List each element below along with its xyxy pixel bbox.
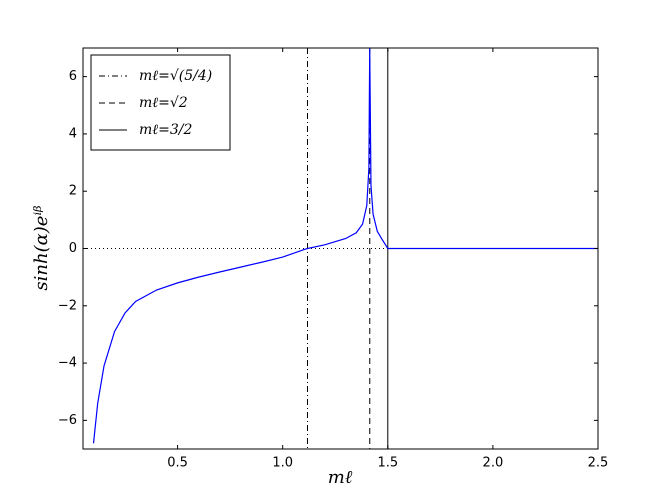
y-axis-label: sinh(α)eⁱᵝ <box>31 205 52 291</box>
y-tick-label: 4 <box>69 126 77 141</box>
x-tick-label: 1.5 <box>377 456 398 471</box>
legend-label: mℓ=√2 <box>139 95 188 111</box>
legend-label: mℓ=3/2 <box>139 122 192 138</box>
y-tick-label: 0 <box>69 241 77 256</box>
y-tick-label: −2 <box>58 298 77 313</box>
y-tick-label: 6 <box>69 69 77 84</box>
x-tick-label: 2.5 <box>588 456 609 471</box>
data-line <box>92 48 598 444</box>
x-tick-label: 1.0 <box>272 456 293 471</box>
x-axis-label: mℓ <box>328 467 353 488</box>
x-tick-label: 2.0 <box>483 456 504 471</box>
y-tick-label: 2 <box>69 184 77 199</box>
x-tick-label: 0.5 <box>167 456 188 471</box>
y-tick-label: −4 <box>58 356 77 371</box>
y-tick-label: −6 <box>58 413 77 428</box>
legend-label: mℓ=√(5/4) <box>139 68 212 84</box>
